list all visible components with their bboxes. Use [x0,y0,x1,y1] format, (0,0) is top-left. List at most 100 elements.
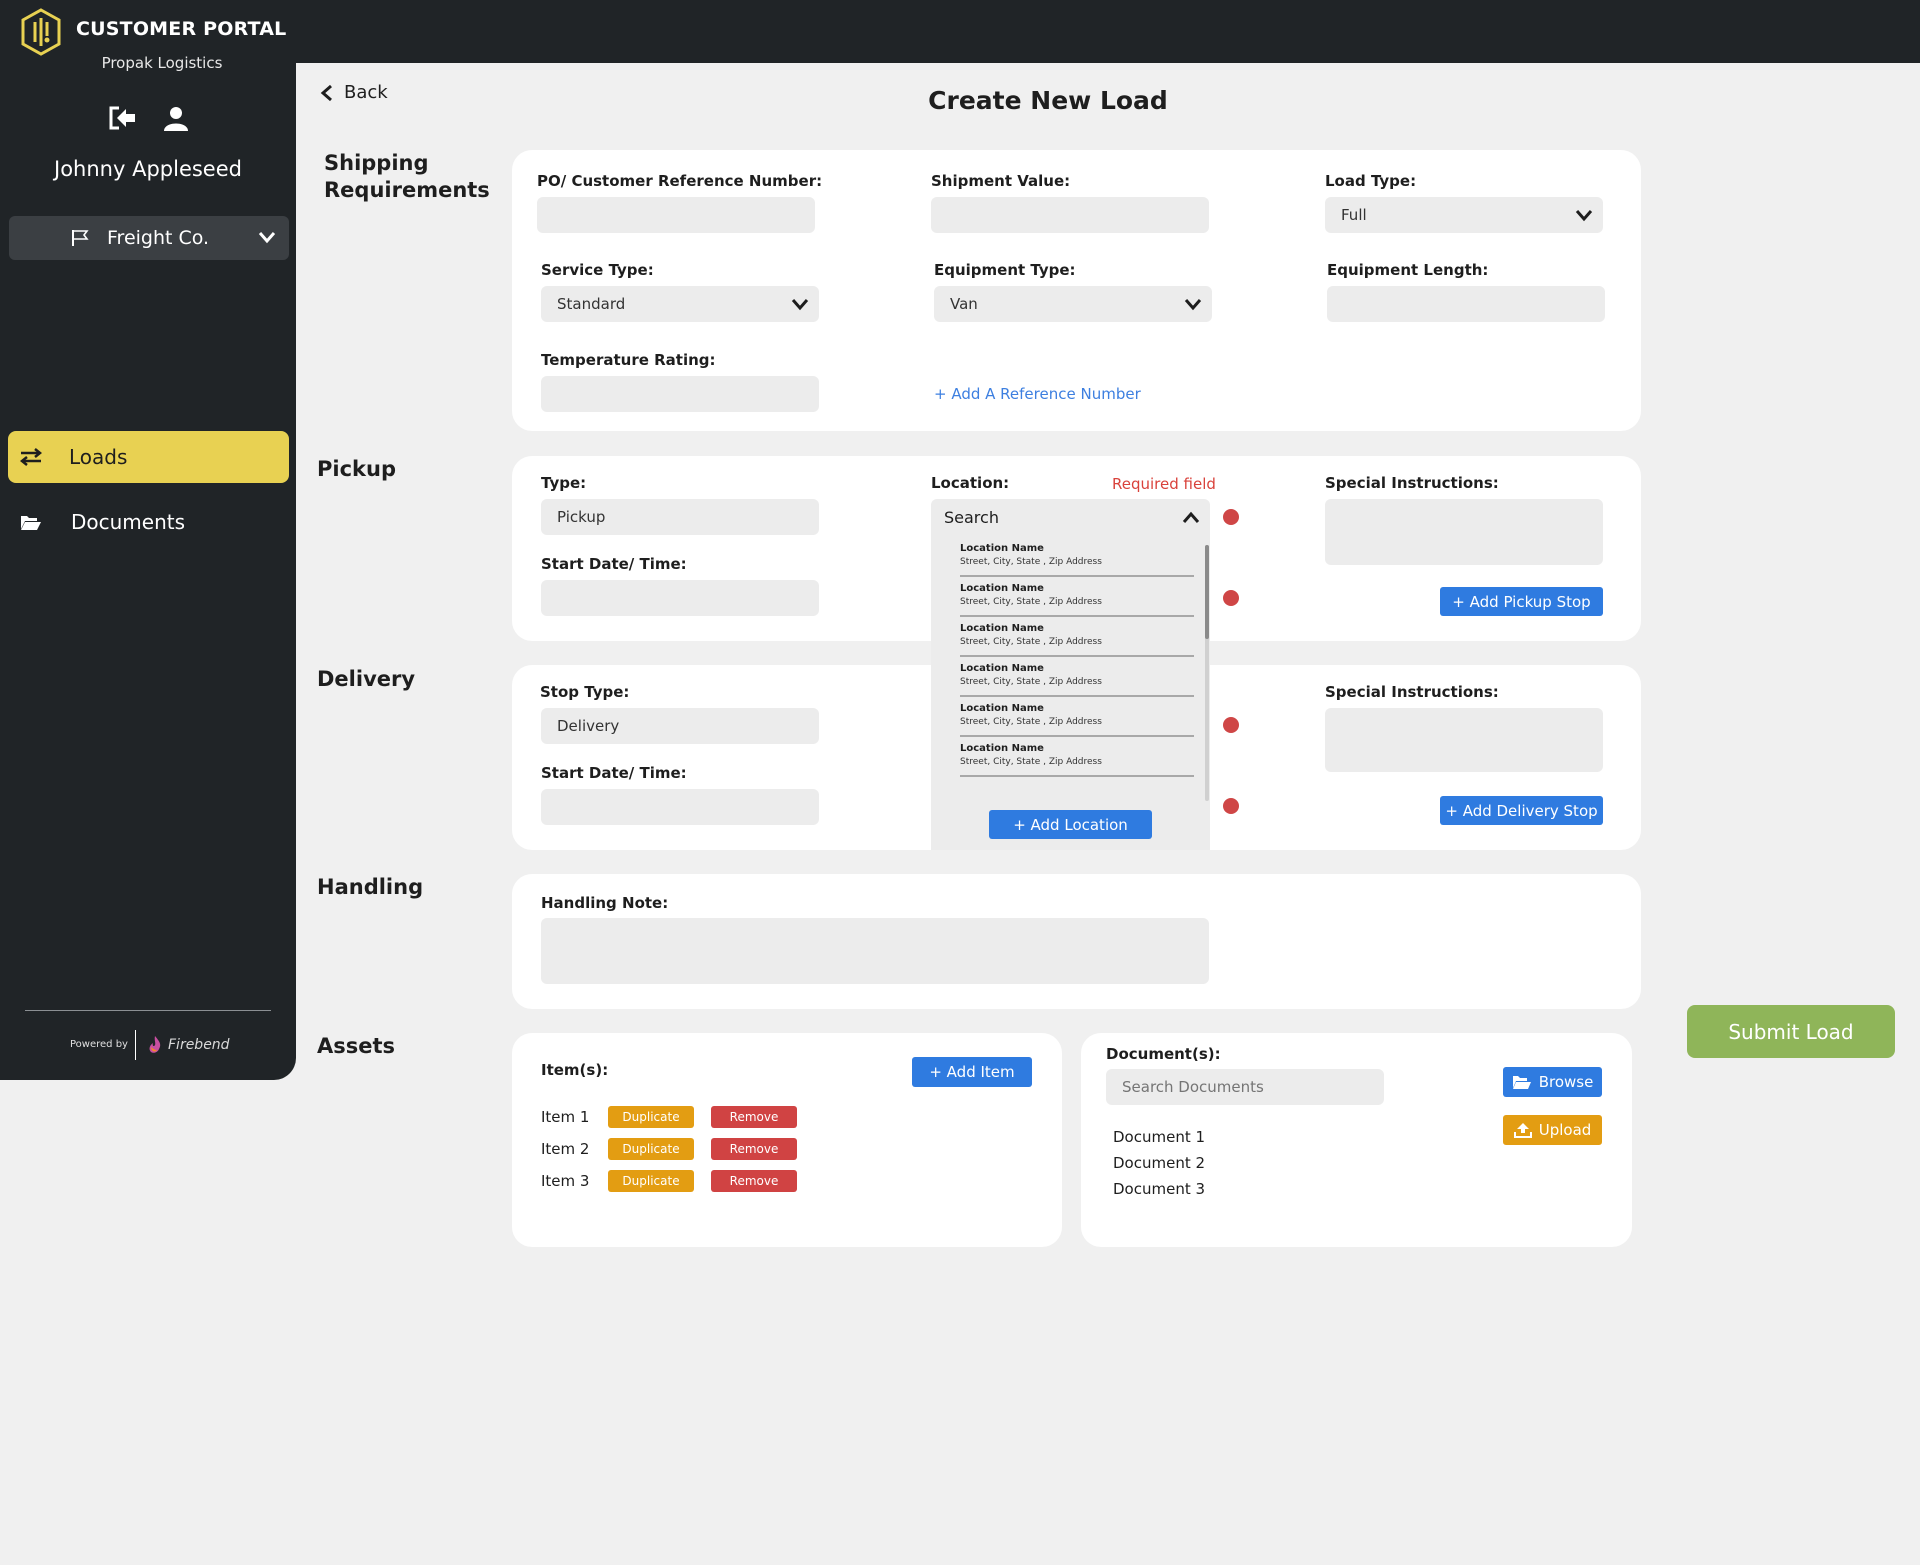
location-option[interactable]: Location Name Street, City, State , Zip … [960,617,1194,657]
shipment-value-label: Shipment Value: [931,172,1071,190]
equipment-type-value: Van [950,295,978,313]
location-option-address: Street, City, State , Zip Address [960,757,1102,767]
delivery-start-input[interactable] [541,789,819,825]
browse-button[interactable]: Browse [1503,1067,1602,1097]
portal-title: CUSTOMER PORTAL [76,18,287,40]
logout-icon[interactable] [106,104,138,132]
add-pickup-stop-button[interactable]: + Add Pickup Stop [1440,587,1603,616]
page-title: Create New Load [928,86,1168,115]
sidebar-item-loads[interactable]: Loads [8,431,289,483]
location-option-name: Location Name [960,663,1044,674]
browse-label: Browse [1538,1073,1594,1091]
firebend-brand: Firebend [168,1037,230,1053]
chevron-down-icon [791,295,809,317]
add-location-button[interactable]: + Add Location [989,810,1152,839]
service-type-value: Standard [557,295,626,313]
remove-item-button[interactable]: Remove [711,1106,797,1128]
back-button[interactable]: Back [320,82,388,103]
location-option-address: Street, City, State , Zip Address [960,597,1102,607]
location-option-address: Street, City, State , Zip Address [960,677,1102,687]
submit-load-button[interactable]: Submit Load [1687,1005,1895,1058]
company-selector-label: Freight Co. [107,227,210,249]
firebend-flame-icon [149,1036,161,1053]
pickup-start-label: Start Date/ Time: [541,555,687,573]
remove-item-button[interactable]: Remove [711,1138,797,1160]
location-search-text: Search [944,507,999,527]
scrollbar-thumb[interactable] [1205,545,1209,639]
required-field-text: Required field [1112,475,1216,493]
duplicate-item-button[interactable]: Duplicate [608,1170,694,1192]
temperature-rating-label: Temperature Rating: [541,351,716,369]
duplicate-item-button[interactable]: Duplicate [608,1106,694,1128]
pickup-special-textarea[interactable] [1325,499,1603,565]
remove-item-button[interactable]: Remove [711,1170,797,1192]
location-option-name: Location Name [960,703,1044,714]
document-list-item[interactable]: Document 2 [1113,1154,1206,1172]
sidebar-item-documents[interactable]: Documents [8,496,289,548]
handling-note-textarea[interactable] [541,918,1209,984]
location-option[interactable]: Location Name Street, City, State , Zip … [960,657,1194,697]
folder-open-icon [20,513,56,531]
shipment-value-input[interactable] [931,197,1209,233]
sidebar-divider [25,1010,271,1011]
temperature-rating-input[interactable] [541,376,819,412]
pickup-special-label: Special Instructions: [1325,474,1499,492]
service-type-select[interactable]: Standard [541,286,819,322]
company-name: Propak Logistics [101,54,223,72]
equipment-length-label: Equipment Length: [1327,261,1489,279]
flag-icon [71,229,93,247]
folder-open-icon [1512,1076,1531,1089]
chevron-down-icon [1575,206,1593,228]
delivery-start-label: Start Date/ Time: [541,764,687,782]
delivery-stop-type-value: Delivery [557,717,620,735]
chevron-left-icon [320,84,332,101]
documents-label: Document(s): [1106,1045,1221,1063]
upload-button[interactable]: Upload [1503,1115,1602,1145]
section-shipping-requirements: Shipping Requirements [324,151,490,202]
delivery-special-textarea[interactable] [1325,708,1603,772]
required-indicator [1223,590,1239,606]
load-type-select[interactable]: Full [1325,197,1603,233]
equipment-length-input[interactable] [1327,286,1605,322]
required-indicator [1223,798,1239,814]
location-dropdown-scrollbar[interactable] [1205,545,1209,801]
handling-note-label: Handling Note: [541,894,669,912]
po-reference-input[interactable] [537,197,815,233]
company-selector[interactable]: Freight Co. [9,216,289,260]
back-label: Back [344,82,388,103]
sidebar-item-label: Loads [69,445,128,469]
delivery-stop-type-field[interactable]: Delivery [541,708,819,744]
duplicate-item-button[interactable]: Duplicate [608,1138,694,1160]
pickup-start-input[interactable] [541,580,819,616]
location-option[interactable]: Location Name Street, City, State , Zip … [960,697,1194,737]
search-documents-input[interactable] [1106,1069,1384,1105]
pickup-type-field[interactable]: Pickup [541,499,819,535]
location-option-name: Location Name [960,623,1044,634]
location-option[interactable]: Location Name Street, City, State , Zip … [960,737,1194,777]
location-dropdown[interactable]: Search Location Name Street, City, State… [931,499,1210,850]
required-indicator [1223,509,1239,525]
location-option[interactable]: Location Name Street, City, State , Zip … [960,537,1194,577]
sidebar: CUSTOMER PORTAL Propak Logistics Johnny … [0,0,296,1080]
location-option[interactable]: Location Name Street, City, State , Zip … [960,577,1194,617]
powered-by-text: Powered by [70,1039,128,1050]
document-list-item[interactable]: Document 3 [1113,1180,1206,1198]
user-profile-icon[interactable] [160,104,192,132]
user-name: Johnny Appleseed [54,157,242,181]
chevron-down-icon [1184,295,1202,317]
service-type-label: Service Type: [541,261,654,279]
equipment-type-label: Equipment Type: [934,261,1076,279]
item-name: Item 2 [541,1140,590,1158]
pickup-type-value: Pickup [557,508,606,526]
document-list-item[interactable]: Document 1 [1113,1128,1206,1146]
delivery-special-label: Special Instructions: [1325,683,1499,701]
location-search-input[interactable]: Search [931,499,1210,535]
add-item-button[interactable]: + Add Item [912,1057,1032,1087]
chevron-down-icon [257,227,277,251]
po-reference-label: PO/ Customer Reference Number: [537,172,823,190]
add-delivery-stop-button[interactable]: + Add Delivery Stop [1440,796,1603,825]
item-name: Item 1 [541,1108,590,1126]
add-reference-number-link[interactable]: + Add A Reference Number [934,385,1141,403]
upload-icon [1513,1123,1532,1138]
equipment-type-select[interactable]: Van [934,286,1212,322]
